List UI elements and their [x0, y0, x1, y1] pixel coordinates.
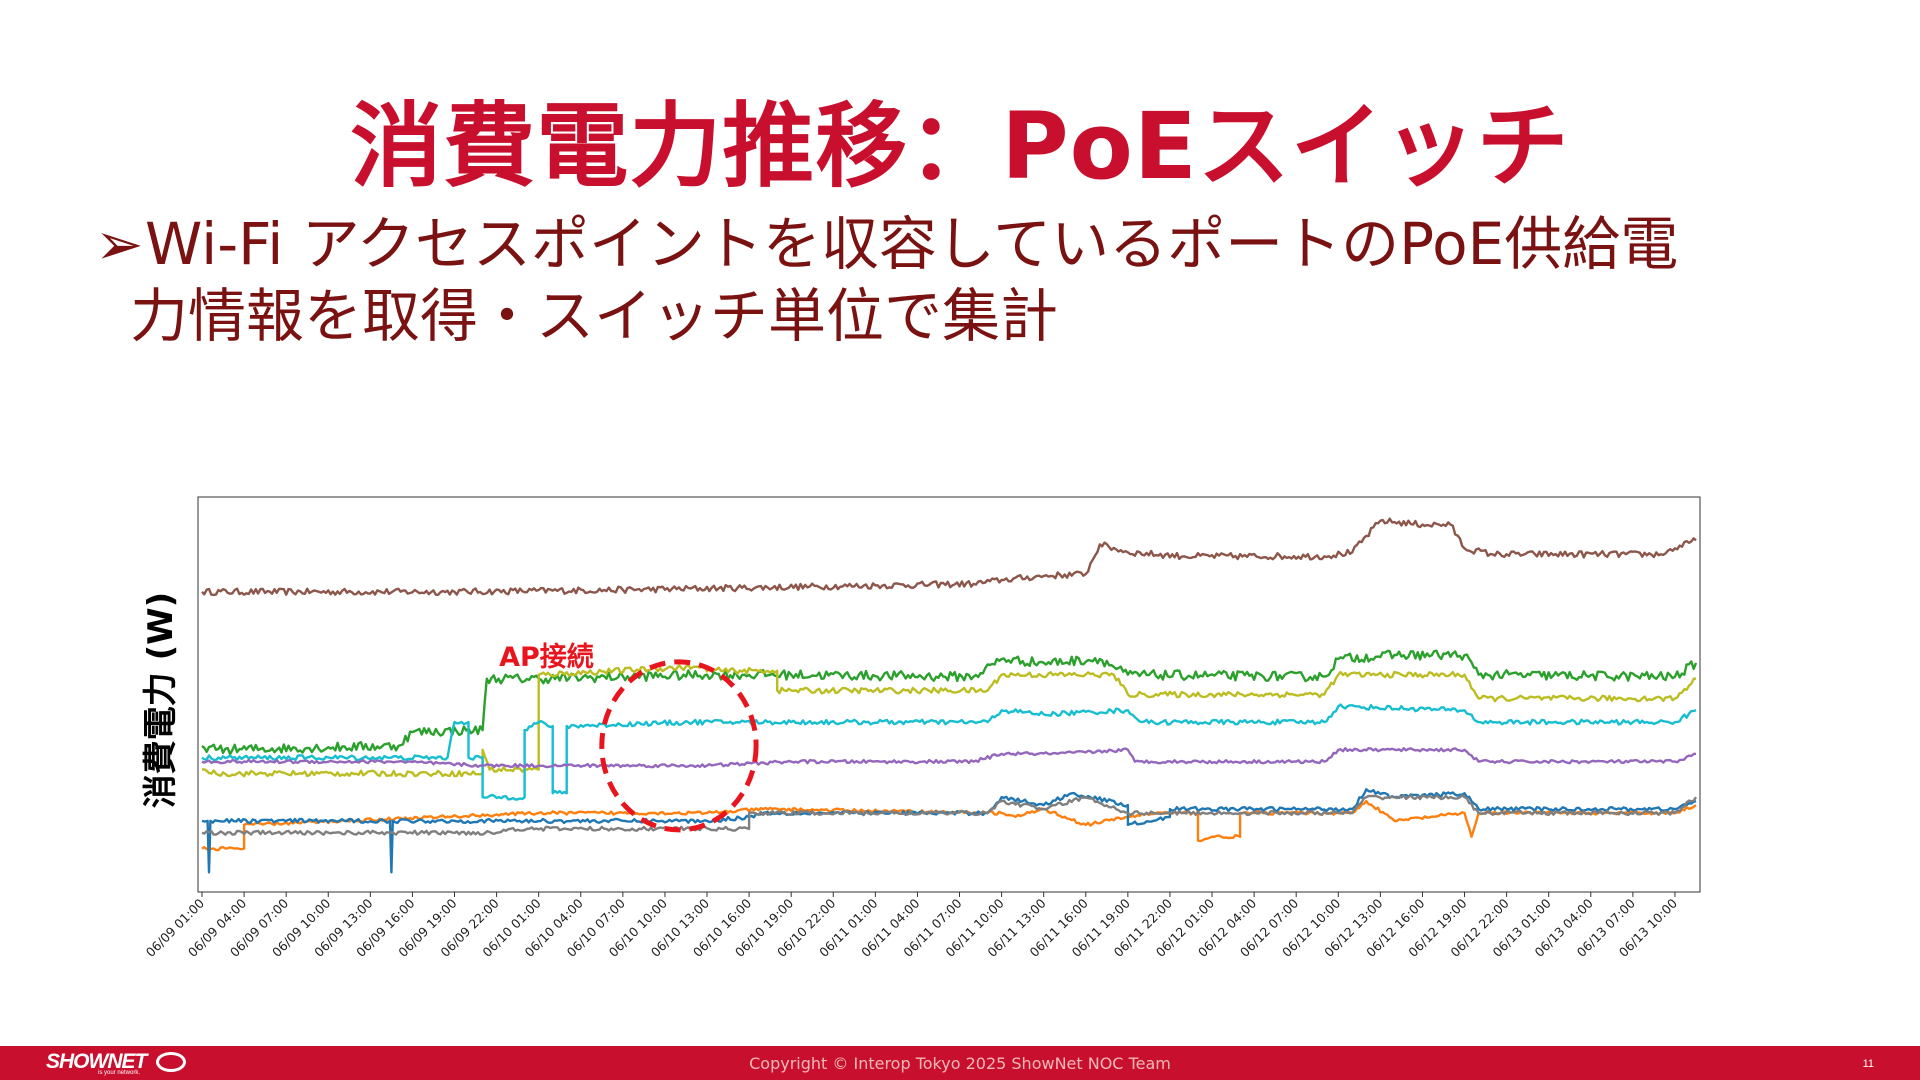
- shownet-logo: SHOWNET: [46, 1050, 147, 1073]
- series-line-5: [201, 747, 1697, 769]
- copyright-text: Copyright © Interop Tokyo 2025 ShowNet N…: [749, 1054, 1171, 1073]
- series-layer: [201, 517, 1698, 874]
- series-line-8: [201, 794, 1697, 836]
- bullet-text: ➢Wi-Fi アクセスポイントを収容しているポートのPoE供給電 力情報を取得・…: [95, 208, 1875, 352]
- bullet-line-2: 力情報を取得・スイッチ単位で集計: [130, 282, 1059, 350]
- shownet-tagline: is your network.: [98, 1070, 141, 1076]
- series-line-3: [201, 663, 1696, 778]
- series-line-2: [201, 649, 1698, 756]
- shownet-logo-icon: [156, 1052, 186, 1072]
- series-line-1: [201, 517, 1697, 597]
- y-axis-label: 消費電力 (W): [141, 592, 181, 808]
- bullet-line-1: Wi-Fi アクセスポイントを収容しているポートのPoE供給電: [145, 210, 1679, 278]
- annotation-layer: AP接続: [499, 642, 759, 833]
- annotation-label: AP接続: [499, 642, 594, 673]
- series-line-6: [201, 799, 1697, 852]
- slide-title: 消費電力推移：PoEスイッチ: [350, 93, 1570, 200]
- bullet-arrow-icon: ➢: [95, 210, 144, 278]
- page-number: 11: [1862, 1058, 1874, 1070]
- footer-bar: SHOWNET is your network. Copyright © Int…: [0, 1046, 1920, 1080]
- plot-frame: [197, 496, 1701, 893]
- annotation-circle: [599, 659, 759, 833]
- series-line-4: [201, 703, 1697, 801]
